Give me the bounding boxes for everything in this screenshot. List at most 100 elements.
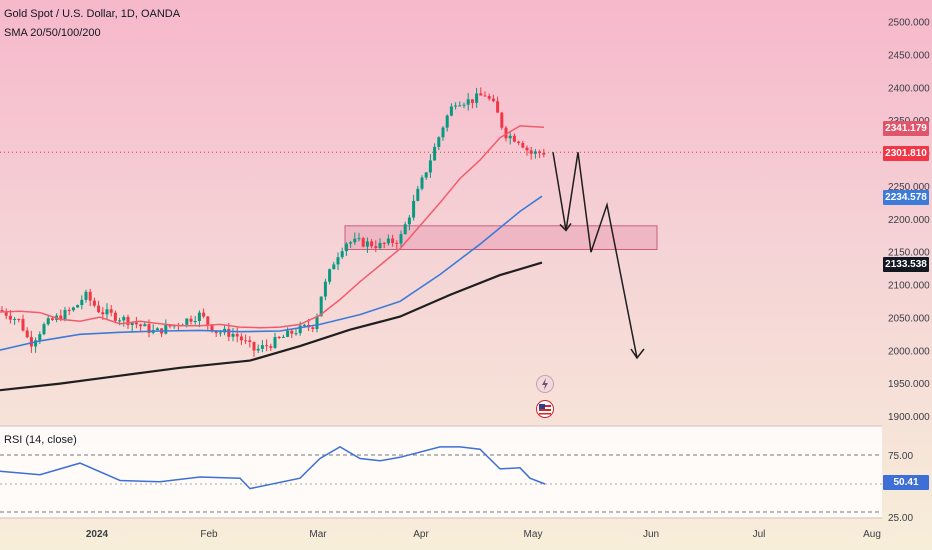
candle-body <box>88 291 92 301</box>
candle-body <box>399 234 403 244</box>
candle-body <box>281 336 285 338</box>
sma-red-price-tag: 2341.179 <box>883 121 929 136</box>
candle-body <box>185 318 189 325</box>
candle-body <box>0 309 4 312</box>
candle-body <box>403 224 407 235</box>
candle-body <box>248 340 252 342</box>
candle-body <box>189 318 193 322</box>
candle-body <box>319 296 323 317</box>
candle-body <box>50 318 54 320</box>
candle-body <box>71 307 75 311</box>
sma-blue-price-tag: 2234.578 <box>883 190 929 205</box>
candle-body <box>25 330 29 338</box>
candle-body <box>475 93 479 103</box>
candle-body <box>210 324 214 332</box>
price-axis[interactable]: 2500.0002450.0002400.0002350.0002300.000… <box>888 18 930 424</box>
candle-body <box>235 333 239 337</box>
candle-body <box>147 324 151 333</box>
candle-body <box>470 99 474 103</box>
candle-body <box>122 316 126 321</box>
candle-body <box>294 333 298 335</box>
candle-body <box>21 319 25 331</box>
sma-black-price-tag: 2133.538 <box>883 257 929 272</box>
candle-body <box>365 241 369 247</box>
rsi-label[interactable]: RSI (14, close) <box>4 434 77 446</box>
rsi-line <box>0 446 546 490</box>
rsi-pane <box>0 426 882 518</box>
candle-body <box>424 172 428 178</box>
candle-body <box>370 241 374 247</box>
symbol-title[interactable]: Gold Spot / U.S. Dollar, 1D, OANDA <box>4 8 181 20</box>
candle-body <box>344 243 348 252</box>
candle-body <box>17 318 21 320</box>
candle-body <box>260 345 264 349</box>
y-tick-label: 2000.000 <box>888 346 930 357</box>
candle-body <box>84 291 88 300</box>
candle-body <box>29 337 33 347</box>
y-tick-label: 2500.000 <box>888 18 930 29</box>
candle-body <box>34 340 38 347</box>
sma-50-line <box>0 195 543 351</box>
y-tick-label: 2250.000 <box>888 182 930 193</box>
projection-arrows <box>559 222 645 360</box>
candle-body <box>395 242 399 244</box>
time-axis[interactable]: 2024 Feb Mar Apr May Jun Jul Aug <box>0 517 882 540</box>
candle-body <box>521 143 525 148</box>
candle-body <box>479 93 483 96</box>
candle-body <box>538 151 542 153</box>
sma-indicator-label[interactable]: SMA 20/50/100/200 <box>4 27 101 39</box>
candle-body <box>454 105 458 107</box>
candle-body <box>168 325 172 327</box>
candle-body <box>328 269 332 282</box>
candle-body <box>533 151 537 154</box>
candle-body <box>227 328 231 337</box>
y-tick-label: 1900.000 <box>888 412 930 423</box>
candle-body <box>13 318 17 320</box>
candle-body <box>76 305 80 308</box>
candle-body <box>433 146 437 161</box>
candle-body <box>382 242 386 244</box>
candle-body <box>97 305 101 313</box>
candle-body <box>38 334 42 341</box>
candle-body <box>63 309 67 320</box>
candle-body <box>273 337 277 348</box>
candle-body <box>214 331 218 334</box>
candle-body <box>353 238 357 243</box>
candle-body <box>134 322 138 325</box>
arrowhead <box>559 222 572 232</box>
candle-body <box>378 242 382 248</box>
y-tick-label: 2400.000 <box>888 83 930 94</box>
candle-body <box>340 251 344 258</box>
candle-body <box>412 200 416 218</box>
candle-body <box>101 312 105 315</box>
lightning-icon[interactable] <box>536 375 554 393</box>
candle-body <box>336 257 340 265</box>
us-flag-icon[interactable] <box>536 400 554 418</box>
y-tick-label: 1950.000 <box>888 379 930 390</box>
candle-body <box>118 320 122 322</box>
rsi-value-tag: 50.41 <box>883 475 929 490</box>
candle-body <box>441 127 445 138</box>
rsi-level-25-label: 25.00 <box>888 513 913 524</box>
candle-body <box>239 336 243 341</box>
candle-body <box>290 330 294 334</box>
projection-path[interactable] <box>552 152 638 359</box>
candle-body <box>269 346 273 348</box>
candle-body <box>218 332 222 334</box>
candle-body <box>130 322 134 326</box>
candle-body <box>466 99 470 105</box>
x-tick-label: Feb <box>200 529 218 540</box>
candle-body <box>529 150 533 154</box>
candle-body <box>113 312 117 321</box>
resistance-zone[interactable] <box>344 225 658 250</box>
candle-body <box>357 238 361 240</box>
candle-body <box>4 311 8 316</box>
candle-body <box>126 316 130 326</box>
candle-body <box>504 127 508 139</box>
candle-body <box>407 217 411 225</box>
candle-body <box>252 341 256 351</box>
rsi-level-75-label: 75.00 <box>888 451 913 462</box>
candle-body <box>139 324 143 327</box>
candle-body <box>206 316 210 325</box>
